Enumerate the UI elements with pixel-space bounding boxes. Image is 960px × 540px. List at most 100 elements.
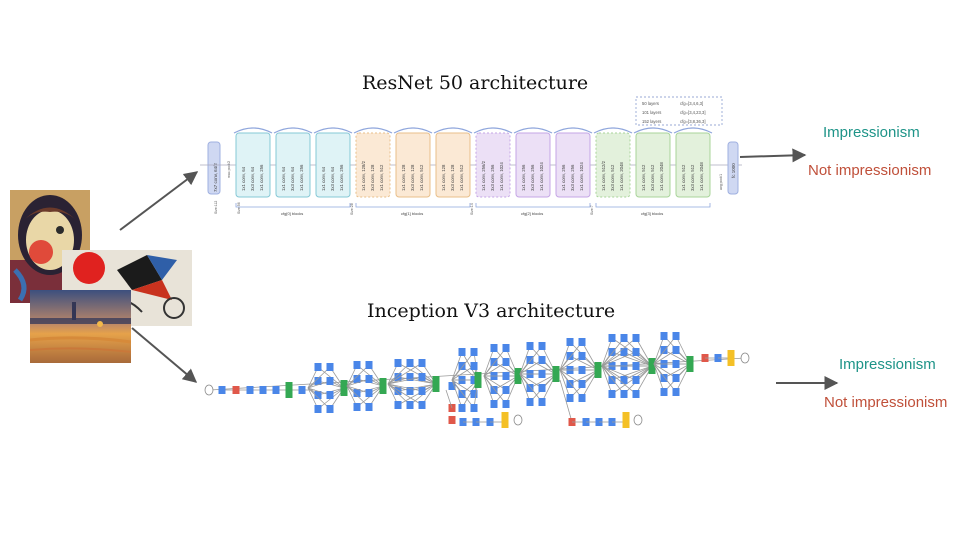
resnet-block xyxy=(435,132,471,198)
inception-conv xyxy=(490,386,498,394)
stage-bracket xyxy=(355,203,471,208)
inception-conv xyxy=(538,342,546,350)
stem-layer xyxy=(232,386,240,394)
inception-edge xyxy=(483,375,495,391)
inception-conv xyxy=(418,373,426,381)
inception-edge xyxy=(493,375,519,405)
resnet-layer-label: 3x3 conv, 256 xyxy=(530,164,535,191)
inception-edge xyxy=(329,387,345,410)
resnet-block xyxy=(635,132,671,198)
concat-node xyxy=(686,356,694,372)
inception-edge xyxy=(675,349,691,365)
inception-conv xyxy=(365,361,373,369)
stage-size-label: Size:7 xyxy=(590,205,594,215)
inception-edge xyxy=(493,375,519,391)
resnet-block xyxy=(475,132,511,198)
inception-edge xyxy=(307,387,319,396)
inception-edge xyxy=(529,373,557,403)
inception-conv xyxy=(353,361,361,369)
inception-conv xyxy=(470,404,478,412)
inception-edge xyxy=(663,349,691,365)
inception-edge xyxy=(505,375,519,405)
resnet-layer-label: 1x1 conv, 64 xyxy=(321,166,326,191)
config-cfg: cfg=[3,8,36,3] xyxy=(680,119,706,124)
inception-edge xyxy=(307,387,331,396)
aux-layer xyxy=(472,418,480,426)
resnet-layer-label: 1x1 conv, 128/2 xyxy=(361,160,366,191)
resnet-block xyxy=(595,132,631,198)
inception-conv xyxy=(353,375,361,383)
inception-edge xyxy=(623,351,653,367)
inception-conv xyxy=(314,405,322,413)
inception-edge xyxy=(387,383,423,406)
inception-conv xyxy=(406,359,414,367)
inception-edge xyxy=(581,369,599,399)
stem-conv-label: 7x7 conv, 64/2 xyxy=(213,163,218,192)
resnet-layer-label: 3x3 conv, 64 xyxy=(290,166,295,191)
stem-layer xyxy=(272,386,280,394)
inception-edge xyxy=(387,362,423,385)
inception-edge xyxy=(529,345,557,375)
inception-edge xyxy=(387,383,399,392)
head-layer xyxy=(714,354,722,362)
inception-conv xyxy=(365,403,373,411)
inception-conv xyxy=(490,372,498,380)
inception-edge xyxy=(473,351,479,381)
inception-conv xyxy=(578,394,586,402)
concat-node xyxy=(552,366,560,382)
inception-conv xyxy=(490,358,498,366)
inception-edge xyxy=(653,335,677,365)
inception-conv xyxy=(458,376,466,384)
skip-connection xyxy=(233,127,273,134)
inception-edge xyxy=(368,378,384,387)
skip-connection xyxy=(273,127,313,134)
stage-bracket xyxy=(595,203,711,208)
inception-edge xyxy=(461,351,479,381)
inception-conv xyxy=(608,334,616,342)
stage-label: cfg[2] blocks xyxy=(521,211,543,216)
resnet-layer-label: 1x1 conv, 256/2 xyxy=(481,160,486,191)
inception-conv xyxy=(672,374,680,382)
inception-conv xyxy=(502,358,510,366)
inception-edge xyxy=(307,380,319,389)
inception-edge xyxy=(209,357,746,391)
inception-edge xyxy=(387,383,411,392)
inception-conv xyxy=(632,348,640,356)
inception-conv xyxy=(632,334,640,342)
config-layers: 50 layers xyxy=(642,101,659,106)
inception-conv xyxy=(353,389,361,397)
concat-node xyxy=(285,382,293,398)
inception-conv xyxy=(458,362,466,370)
inception-edge xyxy=(307,387,331,410)
aux-output-node xyxy=(513,414,523,426)
inception-edge xyxy=(397,383,437,392)
inception-conv xyxy=(620,390,628,398)
inception-edge xyxy=(505,361,519,377)
inception-conv xyxy=(538,398,546,406)
inception-conv xyxy=(620,348,628,356)
resnet-output-impressionism: Impressionism xyxy=(823,124,920,141)
inception-edge xyxy=(559,369,583,385)
resnet-layer-label: 1x1 conv, 64 xyxy=(281,166,286,191)
inception-conv xyxy=(326,391,334,399)
inception-edge xyxy=(653,363,677,393)
config-layers: 101 layers xyxy=(642,110,661,115)
inception-edge xyxy=(653,335,665,365)
inception-edge xyxy=(473,379,479,409)
inception-conv xyxy=(566,380,574,388)
inception-edge xyxy=(387,376,423,385)
inception-edge xyxy=(541,373,557,403)
inception-input-node xyxy=(204,384,214,396)
stem-conv-block xyxy=(207,141,221,195)
inception-edge xyxy=(346,378,370,387)
inception-edge xyxy=(559,355,583,371)
inception-edge xyxy=(307,366,319,389)
inception-edge xyxy=(601,365,625,395)
inception-edge xyxy=(675,335,691,365)
arrow-to-inception xyxy=(131,327,198,383)
inception-edge xyxy=(653,349,677,365)
inception-conv xyxy=(578,366,586,374)
resnet-title: ResNet 50 architecture xyxy=(362,72,589,94)
inception-edge xyxy=(409,383,437,392)
inception-edge xyxy=(675,363,691,393)
